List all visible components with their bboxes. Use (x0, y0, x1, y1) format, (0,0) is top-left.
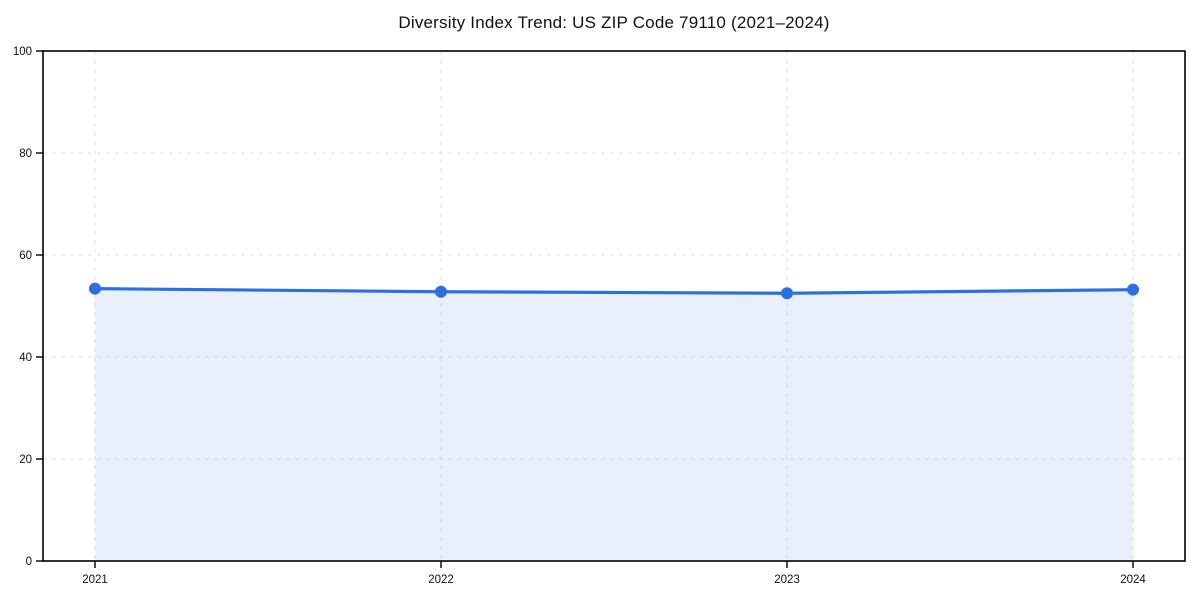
x-tick-label: 2022 (428, 574, 454, 586)
y-tick-label: 100 (13, 46, 32, 58)
y-tick-label: 40 (19, 352, 32, 364)
trend-line (93, 287, 1135, 295)
y-tick-label: 80 (19, 148, 32, 160)
data-point-2023 (781, 287, 793, 300)
y-tick-label: 20 (19, 454, 32, 466)
x-tick-label: 2024 (1120, 574, 1146, 586)
data-point-2024 (1127, 283, 1139, 296)
y-tick-label: 0 (26, 556, 32, 568)
x-tick-label: 2021 (82, 574, 108, 586)
x-tick-label: 2023 (774, 574, 800, 586)
chart-title: Diversity Index Trend: US ZIP Code 79110… (398, 13, 830, 32)
area-fill (95, 288, 1133, 561)
plot-border (42, 50, 1186, 562)
data-point-2021 (89, 282, 101, 295)
y-tick-label: 60 (19, 250, 32, 262)
data-point-2022 (435, 285, 447, 298)
